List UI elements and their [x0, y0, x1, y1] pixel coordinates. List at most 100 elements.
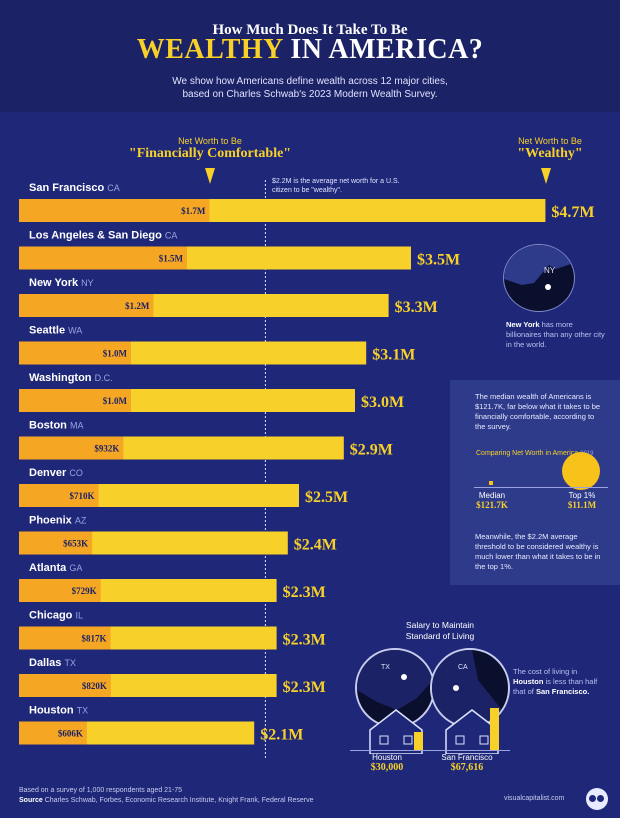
wealthy-arrow-icon [541, 168, 551, 184]
city-label: Dallas TX [29, 657, 76, 669]
top-label-block: Top 1% $11.1M [560, 491, 604, 510]
city-label: Washington D.C. [29, 372, 113, 384]
state-abbrev: CA [107, 183, 120, 193]
city-label: Boston MA [29, 420, 83, 432]
comfortable-value-label: $1.0M [103, 349, 128, 359]
top-label: Top 1% [568, 491, 596, 500]
city-label: Chicago IL [29, 610, 83, 622]
state-abbrev: NY [81, 278, 94, 288]
ny-caption: New York has more billionaires than any … [506, 320, 606, 350]
city-label: San Francisco CA [29, 182, 120, 194]
salary-title-line2: Standard of Living [405, 631, 475, 641]
state-abbrev: TX [77, 706, 89, 716]
comfortable-value-label: $729K [72, 586, 97, 596]
state-abbrev: IL [75, 611, 83, 621]
comfortable-label: Net Worth to Be "Financially Comfortable… [120, 136, 300, 162]
cost-text-sf: San Francisco. [535, 687, 590, 696]
city-label: Denver CO [29, 467, 83, 479]
median-value: $121.7K [476, 500, 508, 510]
city-name: Seattle [29, 325, 68, 337]
cost-text-houston: Houston [513, 677, 544, 686]
comfortable-big: "Financially Comfortable" [128, 146, 292, 161]
header-band [0, 0, 620, 112]
footer-survey: Based on a survey of 1,000 respondents a… [19, 787, 183, 794]
brand-url: visualcapitalist.com [504, 795, 565, 802]
cost-text-a: The cost of living in [513, 667, 578, 676]
city-label: Phoenix AZ [29, 515, 87, 527]
houston-salary-block: Houston $30,000 [360, 753, 414, 773]
comfortable-small: Net Worth to Be [178, 136, 242, 146]
median-label: Median [478, 491, 506, 500]
source-text: Charles Schwab, Forbes, Economic Researc… [44, 797, 314, 804]
comfortable-bar [19, 341, 131, 365]
comfortable-bar [19, 674, 111, 697]
cost-text-c: is less than half that of [513, 677, 598, 696]
city-name: Chicago [29, 610, 75, 622]
sf-salary-label: San Francisco [441, 753, 493, 762]
city-name: Denver [29, 467, 69, 479]
wealthy-value-label: $2.3M [283, 584, 326, 601]
subtitle-line1: We show how Americans define wealth acro… [172, 76, 448, 87]
city-name: Atlanta [29, 562, 69, 574]
source-label: Source [19, 797, 43, 804]
state-abbrev: AZ [75, 516, 87, 526]
city-name: Houston [29, 705, 77, 717]
comfortable-value-label: $1.0M [103, 396, 128, 406]
city-name: Boston [29, 420, 70, 432]
title-rest: IN AMERICA? [290, 34, 484, 65]
wealthy-label: Net Worth to Be "Wealthy" [495, 136, 605, 162]
title-line2: WEALTHY IN AMERICA? [0, 34, 620, 66]
comfortable-bar [19, 246, 187, 270]
comfortable-bar [19, 484, 99, 507]
city-name: Dallas [29, 657, 64, 669]
median-label-block: Median $121.7K [472, 491, 512, 510]
houston-salary-bar [414, 732, 423, 750]
salary-baseline [350, 750, 510, 751]
state-abbrev: CA [165, 231, 178, 241]
title-highlight: WEALTHY [136, 34, 283, 65]
wealthy-value-label: $3.0M [361, 394, 404, 411]
median-text: The median wealth of Americans is $121.7… [475, 392, 601, 431]
title-line1: How Much Does It Take To Be [212, 22, 408, 38]
salary-title: Salary to Maintain Standard of Living [380, 620, 500, 642]
city-name: Phoenix [29, 515, 75, 527]
comfortable-value-label: $653K [63, 539, 88, 549]
state-abbrev: D.C. [95, 373, 113, 383]
california-state-label: CA [458, 664, 468, 671]
texas-state-label: TX [381, 664, 390, 671]
comfortable-value-label: $817K [81, 634, 106, 644]
comfortable-arrow-icon [205, 168, 215, 184]
state-abbrev: WA [68, 326, 82, 336]
comfortable-bar [19, 389, 131, 412]
median-square [489, 481, 493, 485]
state-abbrev: CO [69, 468, 83, 478]
compare-baseline [474, 487, 608, 488]
comfortable-bar [19, 436, 124, 460]
sf-salary-bar [490, 708, 499, 750]
wealthy-value-label: $2.3M [283, 632, 326, 649]
city-name: San Francisco [29, 182, 107, 194]
wealthy-value-label: $2.3M [283, 679, 326, 696]
comfortable-value-label: $1.7M [181, 206, 206, 216]
brand-logo-icon [586, 788, 608, 810]
state-abbrev: MA [70, 421, 84, 431]
ny-caption-bold: New York [506, 320, 540, 329]
top-one-percent-circle [562, 452, 600, 490]
subtitle: We show how Americans define wealth acro… [0, 75, 620, 101]
sf-salary-block: San Francisco $67,616 [430, 753, 504, 773]
wealthy-value-label: $2.5M [305, 489, 348, 506]
city-name: Washington [29, 372, 95, 384]
comfortable-bar [19, 199, 210, 222]
average-note: $2.2M is the average net worth for a U.S… [272, 178, 400, 194]
comfortable-bar [19, 721, 87, 745]
wealthy-value-label: $3.5M [417, 252, 460, 269]
city-name: Los Angeles & San Diego [29, 230, 165, 242]
new-york-map: NY [503, 244, 575, 312]
ny-map-label: NY [544, 266, 556, 275]
city-label: Atlanta GA [29, 562, 82, 574]
wealthy-value-label: $3.3M [395, 299, 438, 316]
sf-salary-value: $67,616 [450, 762, 484, 773]
state-abbrev: GA [69, 563, 82, 573]
wealthy-value-label: $4.7M [551, 204, 594, 221]
